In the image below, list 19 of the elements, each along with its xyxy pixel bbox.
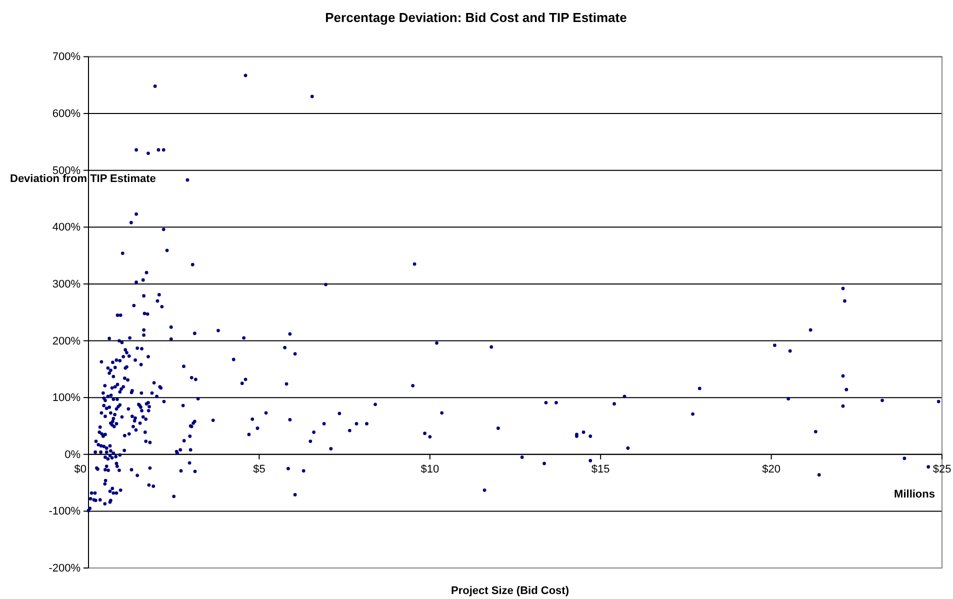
y-tick-label: 600% — [52, 108, 81, 120]
y-tick-label: 100% — [52, 392, 81, 404]
x-tick-label: $5 — [253, 463, 266, 476]
y-tick-label: 400% — [52, 222, 81, 234]
y-tick-label: -100% — [48, 506, 81, 518]
x-tick-label: $15 — [591, 463, 610, 476]
x-tick-label: $25 — [932, 463, 952, 476]
x-tick-label: $20 — [762, 463, 780, 476]
y-tick-label: 0% — [64, 448, 81, 461]
y-tick-label: 700% — [52, 51, 81, 64]
x-axis-title: Project Size (Bid Cost) — [451, 585, 570, 597]
y-tick-label: 300% — [52, 278, 81, 290]
y-tick-label: 200% — [52, 335, 81, 348]
x-tick-label: $0 — [74, 463, 86, 476]
x-tick-label: $10 — [420, 463, 440, 476]
y-axis-title: Deviation from TIP Estimate — [10, 173, 156, 185]
annotation: Millions — [894, 488, 935, 500]
chart-title: Percentage Deviation: Bid Cost and TIP Estimate — [325, 10, 627, 25]
y-tick-label: -200% — [48, 562, 81, 575]
